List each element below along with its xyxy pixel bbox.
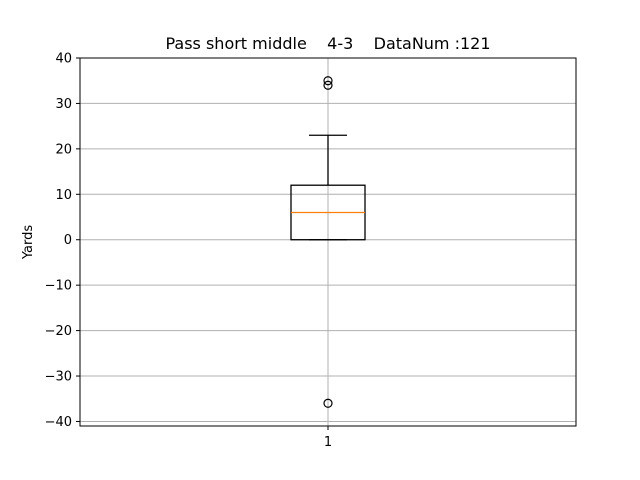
y-tick-label: 30 <box>55 97 72 112</box>
x-tick-label: 1 <box>324 435 332 450</box>
y-axis-ticks: −40 −30 −20 −10 0 10 20 30 40 <box>45 52 80 430</box>
y-tick-label: −10 <box>45 279 72 294</box>
y-tick-label: −20 <box>45 324 72 339</box>
y-tick-label: −40 <box>45 415 72 430</box>
outlier-point <box>323 76 333 86</box>
y-axis-label: Yards <box>21 225 36 260</box>
x-axis-ticks: 1 <box>324 426 332 450</box>
chart-title: Pass short middle 4-3 DataNum :121 <box>165 34 490 53</box>
y-tick-label: −30 <box>45 370 72 385</box>
outlier-point <box>323 80 333 90</box>
plot-area <box>290 76 366 408</box>
outlier-point <box>323 398 333 408</box>
y-tick-label: 40 <box>55 52 72 67</box>
y-tick-label: 10 <box>55 188 72 203</box>
y-tick-label: 0 <box>64 233 72 248</box>
y-tick-label: 20 <box>55 142 72 157</box>
